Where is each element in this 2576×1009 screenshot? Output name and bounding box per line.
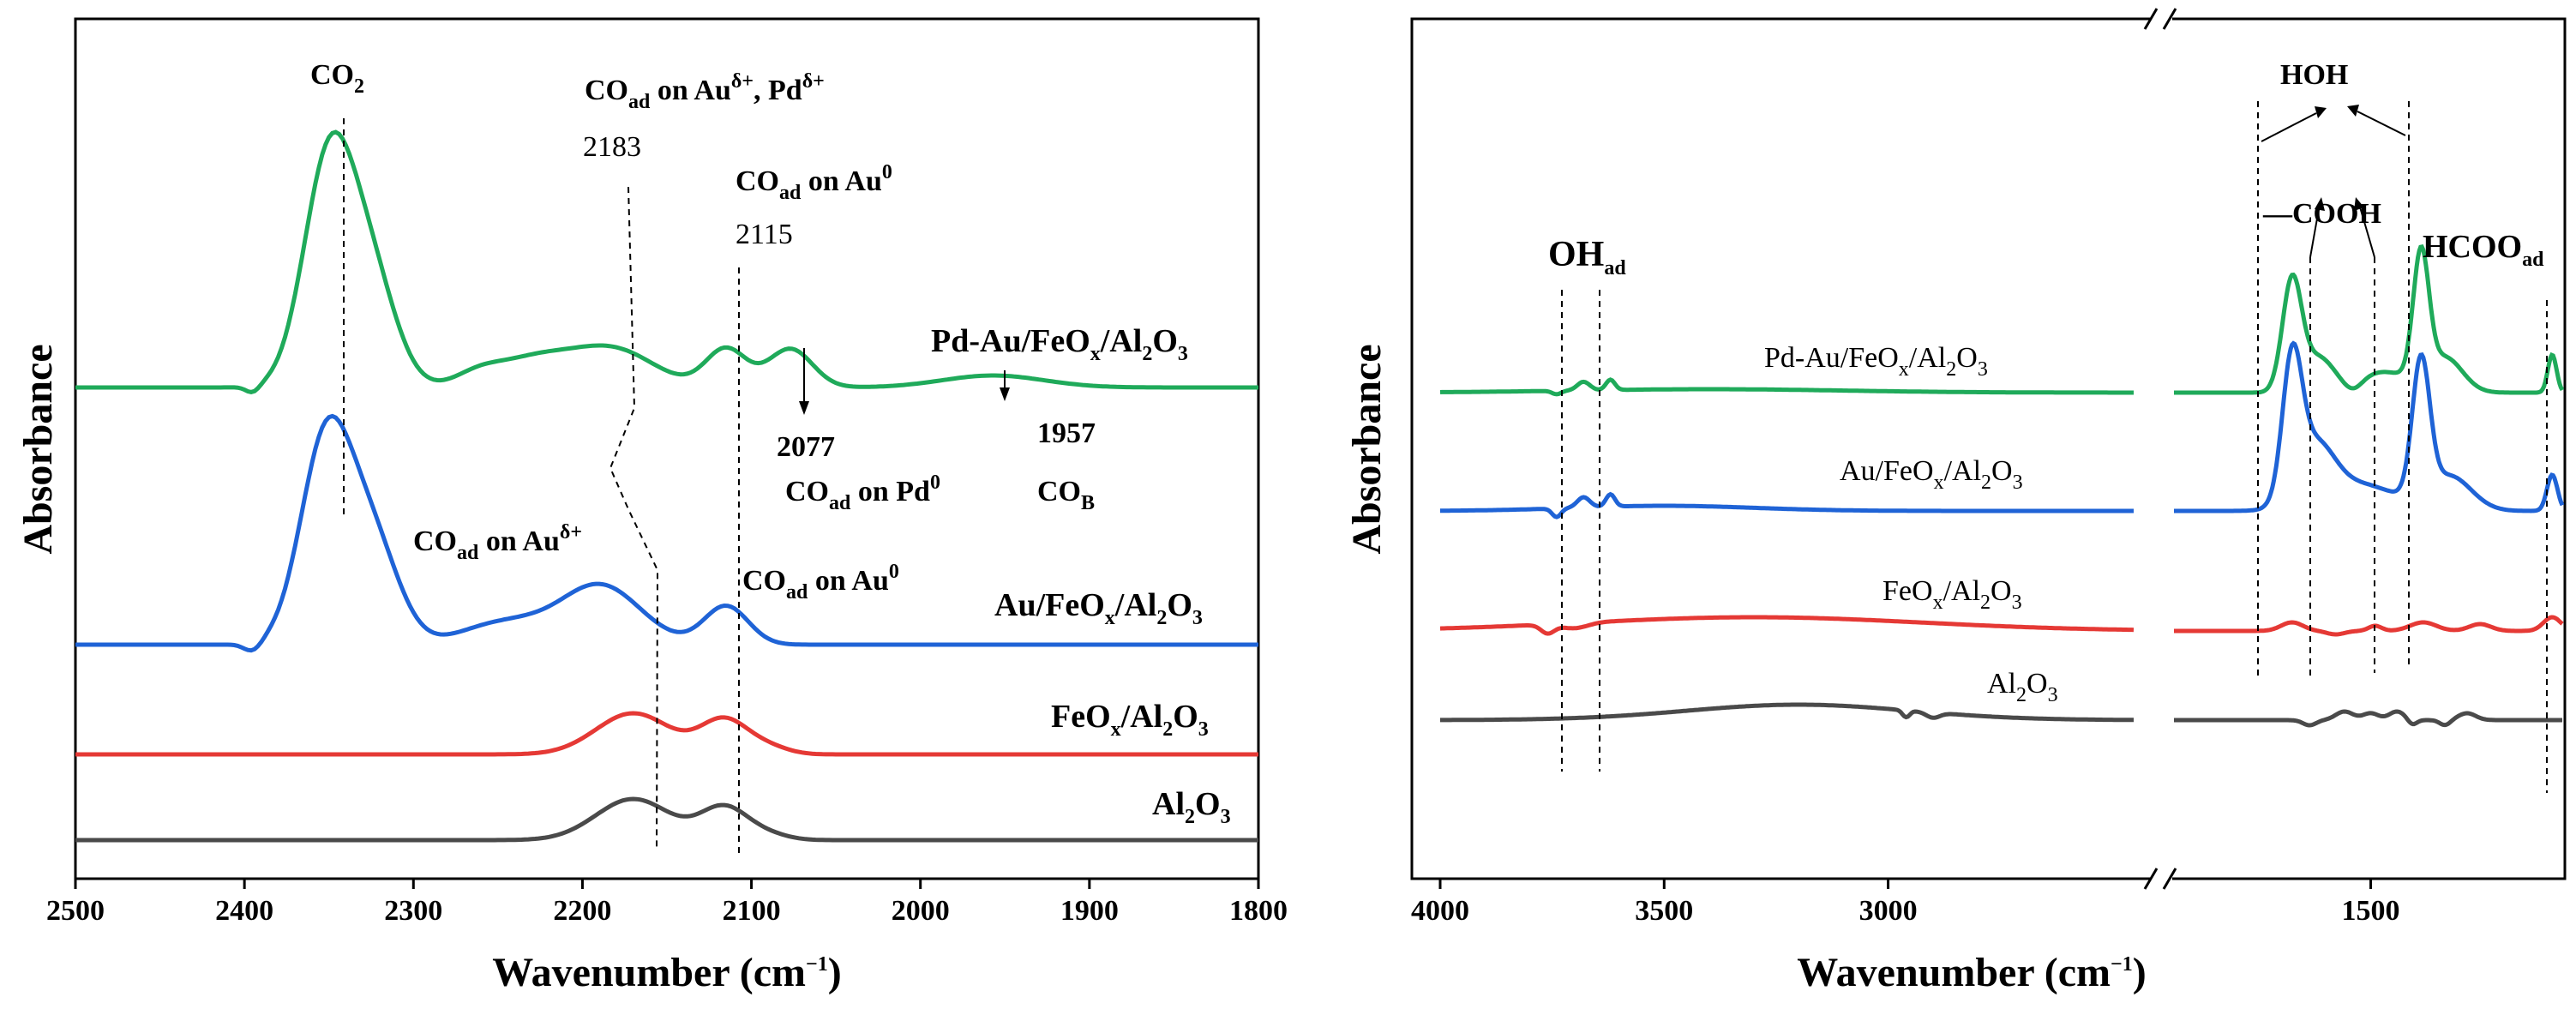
ann-hcoo: HCOOad bbox=[2423, 229, 2544, 271]
left-x-ticks: 2500 2400 2300 2200 2100 2000 1900 1800 bbox=[46, 879, 1288, 927]
right-curve-au-low bbox=[2174, 340, 2565, 514]
right-curve-feox-low bbox=[2174, 615, 2564, 637]
left-tick-label-2000: 2000 bbox=[892, 895, 950, 927]
arrow-cooh-left bbox=[2309, 203, 2321, 258]
right-tick-label-3000: 3000 bbox=[1859, 895, 1918, 927]
right-label-pdau: Pd-Au/FeOx/Al2O3 bbox=[1764, 342, 1988, 381]
left-label-pdau: Pd-Au/FeOx/Al2O3 bbox=[931, 323, 1188, 365]
left-tick-label-1900: 1900 bbox=[1060, 895, 1119, 927]
right-curve-pdau-low bbox=[2174, 244, 2565, 395]
right-curve-pdau-high bbox=[1439, 377, 2134, 397]
arrow-hoh-right-head bbox=[2347, 105, 2359, 117]
left-tick-label-2200: 2200 bbox=[553, 895, 611, 927]
bottom-break-mark-1 bbox=[2143, 868, 2159, 890]
left-plot-frame bbox=[74, 17, 1260, 880]
right-label-al2o3: Al2O3 bbox=[1987, 668, 2058, 706]
arrow-cooh-right-head bbox=[2354, 197, 2364, 211]
left-label-feox: FeOx/Al2O3 bbox=[1051, 699, 1209, 741]
top-break-mark-1 bbox=[2143, 8, 2159, 30]
left-curve-feox bbox=[75, 711, 1258, 757]
ann-co-au-pd: COad on Auδ+, Pdδ+ bbox=[585, 70, 825, 113]
top-break-mark-2 bbox=[2162, 8, 2177, 30]
right-tick-label-1500: 1500 bbox=[2342, 895, 2400, 927]
guide-2183 bbox=[609, 186, 659, 850]
ann-2183: 2183 bbox=[583, 131, 641, 163]
ann-hoh: HOH bbox=[2280, 59, 2348, 91]
right-plot-frame bbox=[1410, 17, 2567, 880]
left-panel: 2500 2400 2300 2200 2100 2000 1900 1800 CO2 COa… bbox=[15, 17, 1288, 995]
bottom-break-mark-2 bbox=[2162, 868, 2177, 890]
left-tick-label-2400: 2400 bbox=[215, 895, 273, 927]
right-label-feox: FeOx/Al2O3 bbox=[1882, 575, 2022, 614]
right-curve-al2o3-high bbox=[1440, 702, 2134, 723]
right-tick-label-3500: 3500 bbox=[1635, 895, 1693, 927]
ann-oh: OHad bbox=[1548, 235, 1626, 279]
ann-blue-co-au: COad on Auδ+ bbox=[413, 521, 582, 564]
left-label-au: Au/FeOx/Al2O3 bbox=[994, 587, 1203, 629]
right-curve-al2o3-low bbox=[2174, 709, 2562, 728]
ann-1957: 1957 bbox=[1037, 417, 1096, 449]
left-curve-au bbox=[75, 413, 1258, 653]
left-tick-label-1800: 1800 bbox=[1229, 895, 1288, 927]
ann-blue-co-au0: COad on Au0 bbox=[742, 561, 899, 604]
right-curve-au-high bbox=[1440, 491, 2134, 520]
right-y-title: Absorbance bbox=[1344, 344, 1390, 554]
ann-co-au0: COad on Au0 bbox=[736, 161, 892, 204]
arrow-hoh-left bbox=[2261, 112, 2317, 142]
arrow-hoh-right bbox=[2357, 111, 2406, 136]
left-label-al2o3: Al2O3 bbox=[1152, 786, 1231, 828]
left-curve-al2o3 bbox=[75, 796, 1258, 843]
right-x-title: Wavenumber (cm−1) bbox=[1797, 950, 2146, 995]
left-tick-label-2300: 2300 bbox=[384, 895, 442, 927]
arrow-hoh-left-head bbox=[2315, 106, 2327, 118]
arrow-cooh-left-head bbox=[2315, 197, 2325, 211]
arrow-cooh-right bbox=[2358, 203, 2375, 258]
ann-co2: CO2 bbox=[310, 59, 364, 98]
ann-2077: 2077 bbox=[777, 431, 835, 463]
right-tick-label-4000: 4000 bbox=[1411, 895, 1469, 927]
left-x-title: Wavenumber (cm−1) bbox=[492, 950, 841, 995]
arrow-1957-head bbox=[1000, 387, 1010, 401]
left-tick-label-2100: 2100 bbox=[723, 895, 781, 927]
left-tick-label-2500: 2500 bbox=[46, 895, 105, 927]
arrow-2077-head bbox=[799, 401, 809, 415]
left-curve-pdau bbox=[75, 129, 1258, 394]
right-panel: 4000 3500 3000 1500 OHad HOH —COOH HCOOad bbox=[1344, 8, 2567, 995]
ann-cob: COB bbox=[1037, 476, 1095, 514]
right-curve-feox-high bbox=[1439, 615, 2135, 636]
ann-2115: 2115 bbox=[736, 219, 793, 250]
right-label-au: Au/FeOx/Al2O3 bbox=[1840, 455, 2023, 494]
left-y-title: Absorbance bbox=[15, 344, 61, 554]
right-x-ticks: 4000 3500 3000 1500 bbox=[1411, 879, 2400, 927]
ann-cooh: —COOH bbox=[2262, 198, 2381, 230]
ann-co-pd0: COad on Pd0 bbox=[785, 471, 940, 514]
